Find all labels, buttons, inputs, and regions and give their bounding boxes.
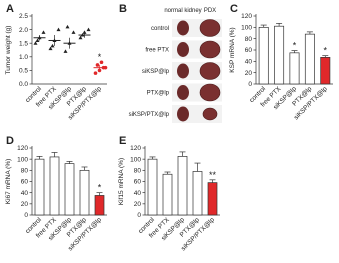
panel-label: B [119,3,127,15]
data-point [65,24,70,29]
y-tick-label: 0.5 [19,68,28,75]
significance-mark: * [324,46,328,56]
kidney-photo [177,85,189,100]
y-tick-label: 0.0 [19,81,28,88]
data-point [48,46,53,51]
y-tick-label: 20 [21,201,29,208]
y-tick-label: 0 [137,212,141,219]
y-tick-label: 1.0 [19,54,28,61]
y-tick-label: 80 [245,36,253,43]
data-point [86,27,91,32]
y-tick-label: 40 [21,190,29,197]
data-point [41,30,46,34]
data-point [71,30,76,34]
data-point [63,49,68,53]
tumor-photo [202,107,218,121]
data-point [56,27,61,32]
row-label: free PTX [145,48,169,54]
data-point [78,35,83,40]
bar [162,173,173,216]
y-axis-label: Kif15 mRNA (%) [118,158,125,205]
y-tick-label: 0 [24,212,28,219]
data-point [33,41,38,45]
data-point [99,60,104,65]
y-tick-label: 80 [21,168,29,175]
bar [64,163,75,216]
panel-label: C [230,3,238,15]
tumor-photo [199,83,221,102]
bar [289,52,300,85]
bar [304,33,315,85]
y-tick-label: 100 [241,25,252,32]
y-axis-label: Tumor weight (g) [5,26,12,75]
y-tick-label: 100 [17,156,28,163]
y-tick-label: 100 [130,156,141,163]
tumor-photo [199,62,221,80]
significance-mark: * [98,52,102,62]
y-tick-label: 60 [245,47,253,54]
y-tick-label: 1.5 [19,40,28,47]
bar [274,25,285,85]
bar [258,26,269,85]
bar [207,182,218,216]
bar [94,195,105,216]
y-tick-label: 40 [134,190,142,197]
row-label: PTX@lp [147,91,170,97]
column-header: normal kidney [164,8,201,14]
y-tick-label: 80 [134,168,142,175]
data-point [50,43,55,48]
kidney-photo [177,106,189,122]
significance-mark: * [293,41,297,51]
y-tick-label: 20 [245,70,253,77]
tumor-photo [199,40,221,59]
y-tick-label: 60 [21,179,29,186]
row-label: siKSP/PTX@lp [129,112,170,118]
y-tick-label: 0 [248,81,252,88]
bar [34,158,45,216]
column-header: PDX [204,8,216,14]
row-label: control [151,26,169,32]
tumor-photo [199,19,221,37]
data-point [95,63,100,67]
bar [192,171,203,216]
y-tick-label: 120 [17,145,28,152]
y-tick-label: 120 [241,13,252,20]
data-point [93,71,98,75]
significance-mark: * [98,183,102,193]
panel-label: D [6,135,14,147]
bar [79,169,90,216]
y-axis-label: Ki67 mRNA (%) [5,159,12,205]
row-label: siKSP@lp [142,69,170,75]
kidney-photo [177,20,189,36]
data-point [82,30,87,34]
data-point [35,38,40,42]
y-tick-label: 20 [134,201,142,208]
bar [320,57,331,85]
bar [147,158,158,216]
y-tick-label: 2.0 [19,27,28,34]
y-tick-label: 60 [134,179,142,186]
y-tick-label: 2.5 [19,13,28,20]
y-tick-label: 40 [245,59,253,66]
y-axis-label: KSP mRNA (%) [229,27,236,72]
significance-mark: ** [209,170,217,180]
panel-label: A [6,3,14,15]
bar [177,156,188,216]
kidney-photo [177,42,189,57]
bar [49,156,60,216]
panel-label: E [119,135,126,147]
y-tick-label: 120 [130,145,141,152]
kidney-photo [177,63,189,79]
